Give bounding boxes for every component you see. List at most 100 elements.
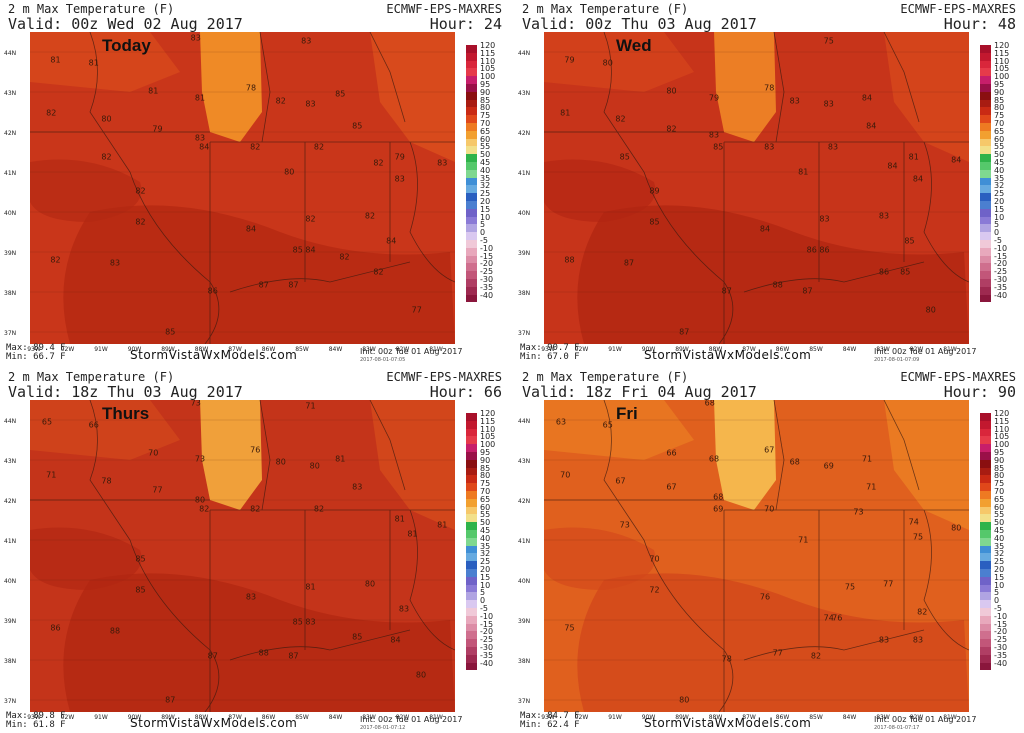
color-swatch	[466, 60, 477, 69]
temperature-value: 75	[564, 623, 575, 633]
color-swatch	[980, 483, 991, 491]
temperature-value: 83	[194, 133, 206, 143]
lat-label: 40N	[518, 578, 531, 585]
scale-label: -10	[994, 611, 1008, 621]
temperature-value: 85	[713, 142, 724, 152]
lon-label: 91W	[608, 714, 622, 721]
temperature-value: 81	[88, 58, 99, 68]
scale-label: 40	[480, 533, 491, 543]
color-swatch	[466, 200, 477, 209]
temperature-value: 79	[152, 124, 163, 134]
lat-label: 41N	[518, 170, 531, 177]
lon-label: 86W	[261, 346, 276, 353]
lon-label: 83W	[876, 714, 890, 721]
lon-label: 86W	[261, 714, 276, 721]
scale-label: 90	[480, 87, 491, 97]
color-swatch	[980, 584, 991, 593]
lon-label: 87W	[228, 714, 242, 721]
lat-label: 42N	[4, 498, 17, 505]
lon-label: 89W	[161, 346, 175, 353]
lat-label: 38N	[518, 658, 531, 665]
color-swatch	[466, 239, 477, 248]
color-swatch	[466, 76, 477, 84]
scale-label: -10	[994, 243, 1008, 253]
scale-label: -5	[480, 603, 488, 613]
temperature-value: 86	[819, 245, 830, 255]
scale-label: 95	[994, 79, 1005, 89]
temperature-map[interactable]: Wed 79 80 75 80 79 78 83 83 84 81 82 82 84 83 85 83 85 83 8…	[544, 32, 969, 344]
init-text: Init: 00z Tue 01 Aug 2017	[360, 715, 463, 724]
scale-label: 115	[994, 416, 1010, 426]
lon-label: 91W	[94, 346, 108, 353]
color-swatch	[980, 154, 991, 162]
temperature-value: 77	[772, 648, 783, 658]
scale-label: 0	[480, 228, 486, 238]
temperature-value: 84	[199, 142, 210, 152]
lat-label: 39N	[518, 618, 531, 625]
color-swatch	[466, 561, 477, 569]
panel-title: 2 m Max Temperature (F)	[8, 2, 175, 16]
temperature-value: 86	[878, 267, 890, 277]
scale-label: 40	[994, 165, 1005, 175]
color-swatch	[980, 76, 991, 84]
color-swatch	[466, 99, 477, 108]
temperature-value: 82	[339, 252, 350, 262]
temperature-value: 69	[713, 504, 724, 514]
scale-label: 85	[480, 95, 491, 105]
scale-label: 45	[480, 525, 491, 535]
scale-label: 0	[994, 596, 1000, 606]
color-swatch	[980, 138, 991, 147]
color-scale	[980, 413, 991, 671]
temperature-value: 71	[305, 401, 316, 411]
lat-label: 39N	[4, 618, 17, 625]
scale-label: 100	[480, 72, 496, 82]
lon-label: 92W	[60, 346, 75, 353]
temperature-value: 85	[292, 245, 303, 255]
temperature-value: 87	[207, 651, 218, 661]
lon-label: 93W	[27, 346, 41, 353]
scale-label: 80	[480, 103, 491, 113]
color-swatch	[466, 208, 477, 217]
temperature-value: 86	[207, 286, 218, 296]
temperature-value: 83	[437, 158, 448, 168]
scale-label: 85	[480, 463, 491, 473]
scale-label: -10	[480, 243, 494, 253]
temperature-value: 82	[135, 186, 146, 196]
color-swatch	[980, 592, 991, 601]
init-time: Init: 00z Tue 01 Aug 2017 2017-08-01-07:1…	[874, 715, 976, 733]
color-swatch	[466, 662, 477, 671]
color-swatch	[466, 161, 477, 170]
site-name[interactable]: StormVistaWxModels.com	[130, 348, 298, 362]
color-swatch	[466, 45, 477, 53]
site-name[interactable]: StormVistaWxModels.com	[644, 716, 812, 730]
scale-label: 70	[994, 486, 1005, 496]
color-swatch	[466, 522, 477, 530]
lat-label: 43N	[4, 90, 17, 97]
temperature-value: 78	[764, 83, 775, 93]
temperature-value: 78	[245, 83, 257, 93]
temperature-value: 87	[165, 695, 176, 705]
temperature-field	[544, 400, 969, 712]
color-swatch	[466, 654, 477, 663]
temperature-map[interactable]: Fri 63 65 68 66 68 67 68 69 71 70 67 67 71 68 69 70 73 73 7…	[544, 400, 969, 712]
color-swatch	[980, 475, 991, 484]
temperature-map[interactable]: Thurs 65 66 73 71 70 73 76 80 80 81 71 78 77 83 80 82 82 8…	[30, 400, 455, 712]
scale-label: 32	[994, 181, 1005, 191]
scale-label: 120	[994, 41, 1010, 50]
temperature-value: 81	[407, 529, 418, 539]
site-name[interactable]: StormVistaWxModels.com	[644, 348, 812, 362]
color-scale-labels: 120 115 110 105 100 95 90 85 80 75 70 65 60 55 50 45 40 3…	[994, 410, 1009, 667]
site-name[interactable]: StormVistaWxModels.com	[130, 716, 298, 730]
temperature-value: 73	[853, 507, 864, 517]
temperature-value: 82	[373, 158, 384, 168]
color-swatch	[980, 239, 991, 248]
lon-label: 90W	[127, 346, 142, 353]
min-value: Min: 66.7 F	[6, 352, 66, 362]
color-swatch	[980, 177, 991, 186]
day-label: Fri	[616, 404, 638, 423]
temperature-map[interactable]: Today 81 81 83 83 81 81 78 82 83 85 82 80 79 85 83 84 82 8…	[30, 32, 455, 344]
color-swatch	[980, 646, 991, 655]
color-swatch	[980, 553, 991, 562]
scale-label: 60	[994, 502, 1005, 512]
temperature-value: 81	[437, 520, 448, 530]
